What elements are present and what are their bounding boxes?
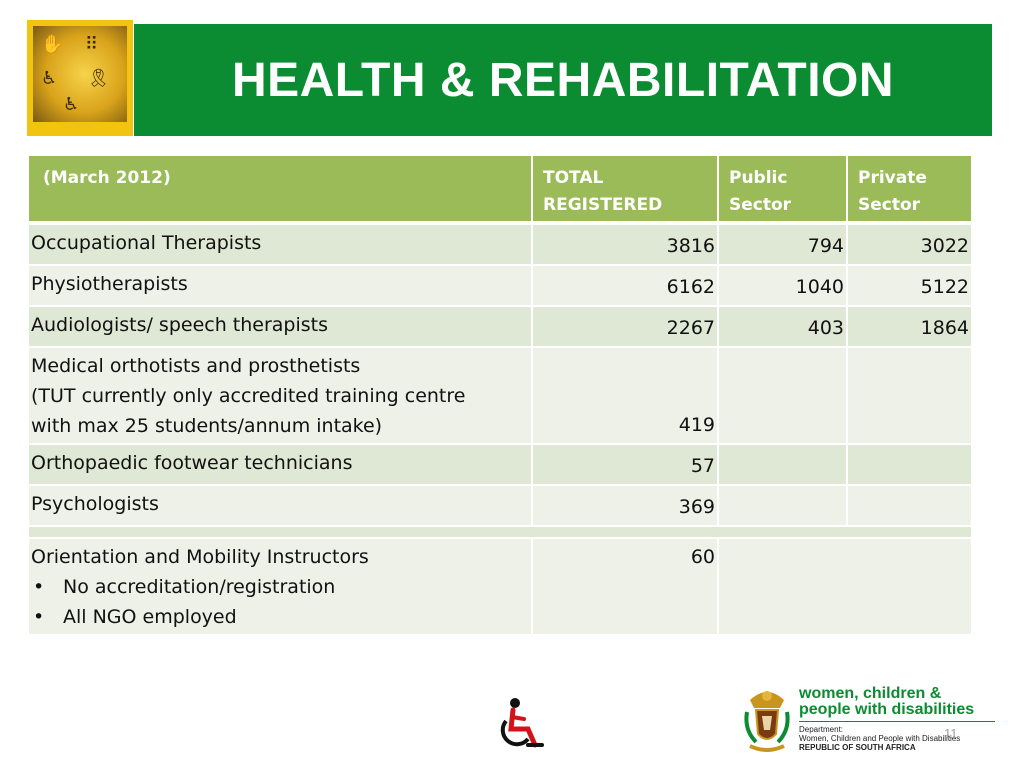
registration-table: (March 2012) TOTAL REGISTERED Public Sec… [29, 156, 973, 636]
row-label: Occupational Therapists [29, 223, 533, 266]
department-country: REPUBLIC OF SOUTH AFRICA [799, 743, 916, 752]
cell-total: 57 [532, 444, 719, 486]
page-number: 11 [944, 726, 958, 741]
row-label-line: Orientation and Mobility Instructors [31, 546, 369, 568]
cell-total: 2267 [532, 306, 719, 348]
department-divider [799, 721, 995, 722]
department-sub-line: Women, Children and People with Disabili… [799, 734, 961, 743]
row-label: Audiologists/ speech therapists [29, 306, 533, 348]
table-row: Physiotherapists 6162 1040 5122 [29, 265, 973, 307]
cell-total: 60 [532, 538, 719, 636]
ear-icon: ♿ [41, 68, 58, 89]
spacer-row [29, 526, 973, 539]
cell-public [718, 444, 848, 486]
cell-empty [718, 538, 973, 636]
department-title-line: people with disabilities [799, 701, 975, 718]
spacer-cell [29, 526, 973, 539]
cell-public: 794 [718, 223, 848, 266]
list-item: No accreditation/registration [31, 572, 529, 602]
table-header-row: (March 2012) TOTAL REGISTERED Public Sec… [29, 156, 973, 225]
bullet-list: No accreditation/registration All NGO em… [31, 572, 529, 632]
department-sub-line: Department: [799, 725, 844, 734]
row-label-line: (TUT currently only accredited training … [31, 385, 466, 407]
ribbon-icon: 🎗 [87, 68, 110, 89]
cell-public [718, 485, 848, 527]
department-logo: women, children & people with disabiliti… [742, 686, 1002, 758]
header-period: (March 2012) [29, 156, 533, 225]
coat-of-arms-icon [744, 691, 790, 752]
table-row: Psychologists 369 [29, 485, 973, 527]
cell-private: 5122 [847, 265, 973, 307]
page-title: HEALTH & REHABILITATION [231, 53, 895, 107]
cell-total: 6162 [532, 265, 719, 307]
cell-total: 3816 [532, 223, 719, 266]
header-private: Private Sector [847, 156, 973, 225]
row-label: Medical orthotists and prosthetists (TUT… [29, 347, 533, 445]
cell-total: 369 [532, 485, 719, 527]
cell-public: 1040 [718, 265, 848, 307]
row-label: Physiotherapists [29, 265, 533, 307]
header-total: TOTAL REGISTERED [532, 156, 719, 225]
department-subtitle: Department: Women, Children and People w… [799, 725, 960, 752]
cell-total: 419 [532, 347, 719, 445]
cell-private [847, 485, 973, 527]
department-title-line: women, children & [799, 685, 942, 702]
list-item: All NGO employed [31, 602, 529, 632]
cell-private [847, 444, 973, 486]
cell-public [718, 347, 848, 445]
row-label: Orientation and Mobility Instructors No … [29, 538, 533, 636]
table-row: Orthopaedic footwear technicians 57 [29, 444, 973, 486]
sign-language-icon: ✋ [41, 34, 64, 55]
cell-private: 1864 [847, 306, 973, 348]
row-label: Orthopaedic footwear technicians [29, 444, 533, 486]
row-label-line: with max 25 students/annum intake) [31, 415, 383, 437]
cell-private: 3022 [847, 223, 973, 266]
braille-icon: ⠿ [85, 34, 99, 55]
wheelchair-small-icon: ♿ [63, 94, 80, 115]
table-row: Audiologists/ speech therapists 2267 403… [29, 306, 973, 348]
table-row: Orientation and Mobility Instructors No … [29, 538, 973, 636]
row-label-line: Medical orthotists and prosthetists [31, 355, 361, 377]
table-row: Medical orthotists and prosthetists (TUT… [29, 347, 973, 445]
title-banner: HEALTH & REHABILITATION [134, 24, 992, 136]
disability-collage-logo: ✋ ⠿ ♿ 🎗 ♿ [27, 20, 133, 136]
table-row: Occupational Therapists 3816 794 3022 [29, 223, 973, 266]
row-label: Psychologists [29, 485, 533, 527]
header-public: Public Sector [718, 156, 848, 225]
cell-private [847, 347, 973, 445]
wheelchair-icon [500, 698, 544, 748]
cell-public: 403 [718, 306, 848, 348]
department-title: women, children & people with disabiliti… [799, 686, 974, 718]
